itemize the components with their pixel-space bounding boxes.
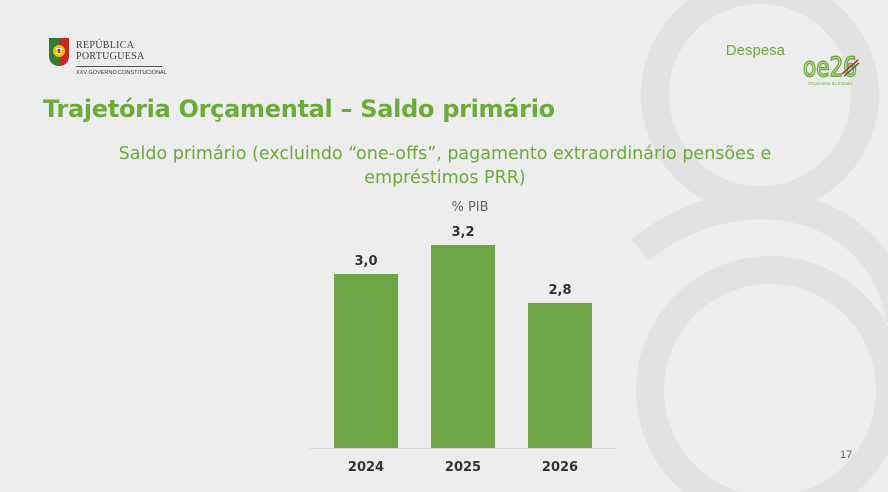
bar-2025 bbox=[431, 245, 495, 448]
logo-divider bbox=[76, 66, 162, 67]
page-number: 17 bbox=[840, 449, 853, 461]
government-name: REPÚBLICA PORTUGUESA bbox=[76, 40, 145, 62]
data-label-2026: 2,8 bbox=[548, 283, 571, 298]
government-logo: REPÚBLICA PORTUGUESA XXV GOVERNO CONSTIT… bbox=[46, 36, 176, 84]
data-label-2025: 3,2 bbox=[451, 225, 474, 240]
bar-2026 bbox=[528, 303, 592, 448]
data-label-2024: 3,0 bbox=[354, 254, 377, 269]
government-subtitle: XXV GOVERNO CONSTITUCIONAL bbox=[76, 70, 167, 76]
oe26-logo-icon: oe26 bbox=[802, 51, 860, 84]
chart-subtitle: Saldo primário (excluindo “one-offs”, pa… bbox=[118, 144, 772, 188]
x-tick-label-2024: 2024 bbox=[348, 460, 384, 475]
chart-unit: % PIB bbox=[451, 200, 489, 215]
x-tick-label-2026: 2026 bbox=[542, 460, 578, 475]
slide-title: Trajetória Orçamental – Saldo primário bbox=[43, 95, 555, 123]
x-tick-label-2025: 2025 bbox=[445, 460, 481, 475]
bar-2024 bbox=[334, 274, 398, 448]
oe26-logo-subtitle: Orçamento do Estado bbox=[808, 81, 852, 86]
portugal-emblem-icon bbox=[49, 38, 69, 66]
section-label: Despesa bbox=[725, 42, 785, 59]
